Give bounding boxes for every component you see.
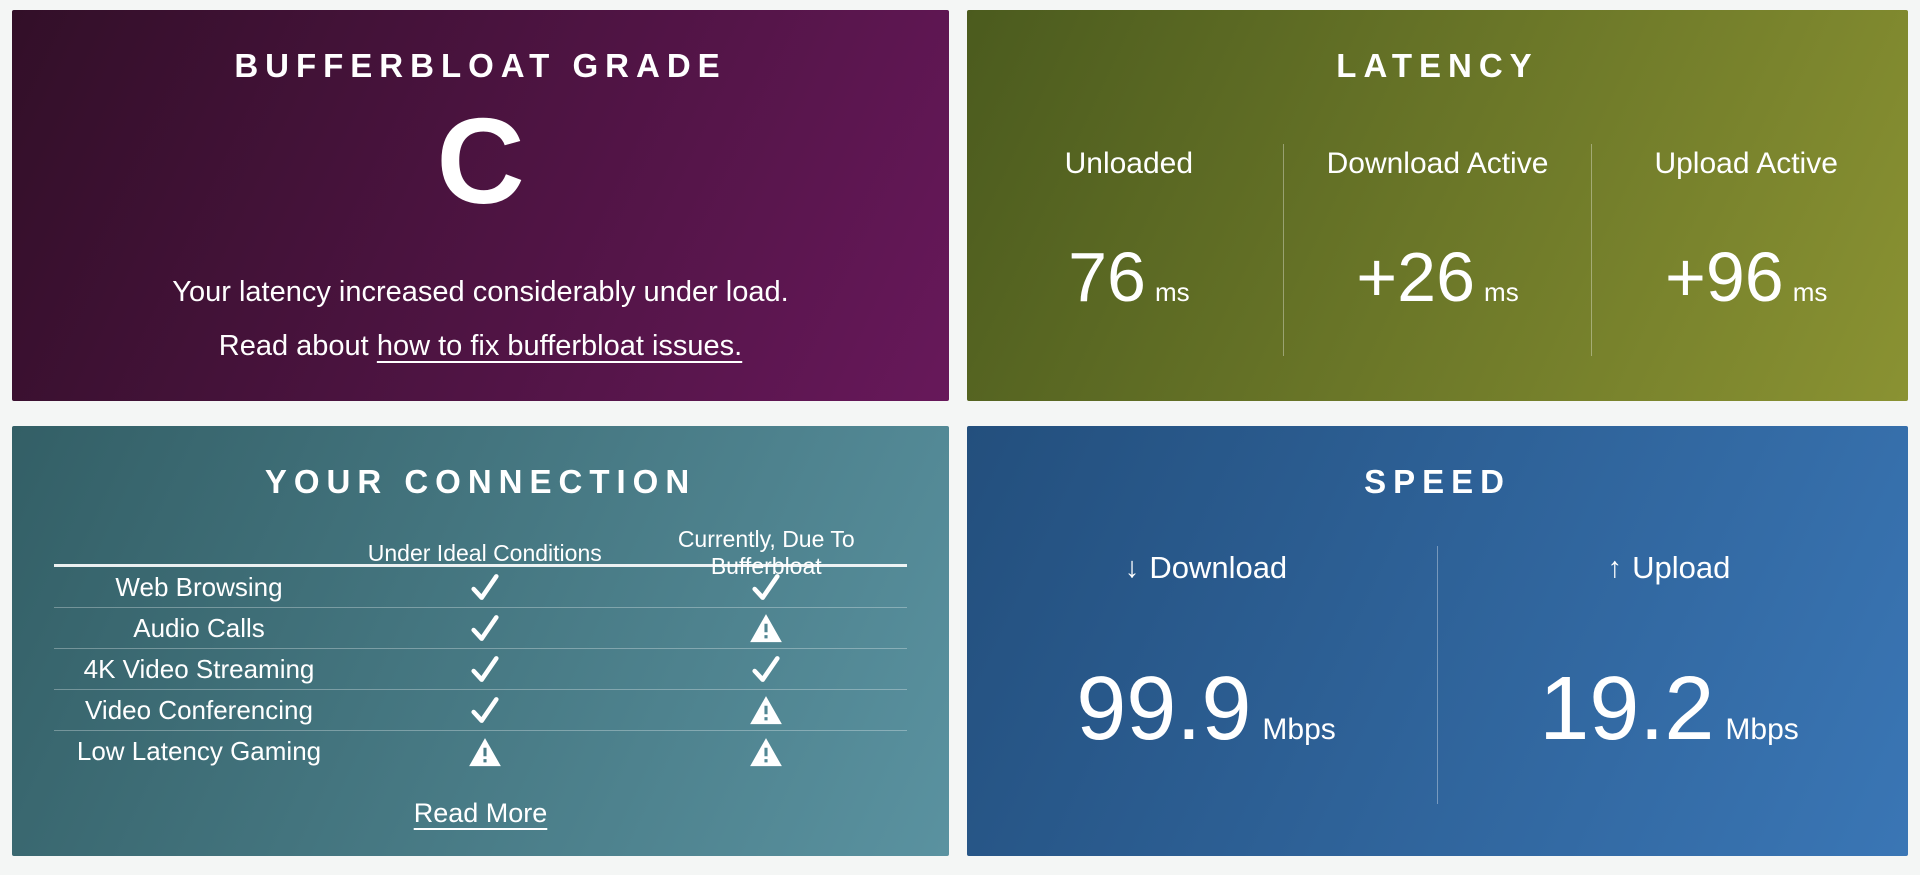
download-header: ↓ Download: [1125, 546, 1287, 590]
speed-divider: [1437, 546, 1438, 804]
upload-value-row: 19.2 Mbps: [1539, 662, 1799, 756]
currently-bufferbloat-header: Currently, Due To Bufferbloat: [677, 526, 855, 579]
read-more-link[interactable]: Read More: [413, 798, 548, 828]
connection-table-header: Under Ideal Conditions Currently, Due To…: [54, 526, 907, 579]
latency-col-download-active: Download Active +26 ms: [1284, 144, 1592, 356]
grade-description: Your latency increased considerably unde…: [172, 276, 789, 308]
check-icon: [626, 571, 907, 603]
unloaded-unit: ms: [1154, 277, 1190, 307]
row-label: Video Conferencing: [85, 694, 313, 725]
speed-col-download: ↓ Download 99.9 Mbps: [975, 546, 1437, 804]
upload-active-unit: ms: [1792, 277, 1828, 307]
upload-arrow-icon: ↑: [1607, 552, 1623, 584]
table-row: Video Conferencing: [54, 690, 907, 731]
download-arrow-icon: ↓: [1124, 552, 1140, 584]
unloaded-value: 76: [1068, 238, 1146, 316]
ideal-conditions-header: Under Ideal Conditions: [367, 539, 602, 566]
upload-speed-value: 19.2: [1539, 659, 1715, 759]
grade-card-title: BUFFERBLOAT GRADE: [234, 47, 727, 84]
download-active-label: Download Active: [1326, 147, 1549, 180]
your-connection-card: YOUR CONNECTION Under Ideal Conditions C…: [12, 426, 949, 856]
table-row: Web Browsing: [54, 567, 907, 608]
grade-read-line: Read about how to fix bufferbloat issues.: [12, 326, 949, 366]
unloaded-value-row: 76 ms: [1068, 240, 1190, 314]
download-speed-unit: Mbps: [1262, 713, 1336, 746]
warning-icon: [344, 736, 625, 768]
speed-card-title: SPEED: [1364, 463, 1511, 500]
speed-card: SPEED ↓ Download 99.9 Mbps ↑ U: [967, 426, 1908, 856]
results-grid: BUFFERBLOAT GRADE C Your latency increas…: [12, 10, 1908, 856]
latency-card: LATENCY Unloaded 76 ms Download Active +…: [967, 10, 1908, 401]
check-icon: [344, 612, 625, 644]
row-label: 4K Video Streaming: [83, 653, 315, 684]
unloaded-label: Unloaded: [1064, 147, 1194, 180]
upload-active-value-row: +96 ms: [1665, 240, 1827, 314]
connection-card-title: YOUR CONNECTION: [264, 463, 697, 500]
download-active-unit: ms: [1484, 277, 1519, 307]
row-label: Low Latency Gaming: [76, 736, 322, 766]
row-label: Audio Calls: [133, 612, 265, 643]
upload-header: ↑ Upload: [1608, 546, 1731, 590]
download-active-value: +26: [1356, 238, 1476, 316]
header-divider-line: [54, 564, 907, 567]
warning-icon: [626, 736, 907, 768]
row-label: Web Browsing: [115, 571, 283, 602]
download-label: Download: [1149, 550, 1288, 585]
read-more-line: Read More: [12, 796, 949, 830]
connection-table: Under Ideal Conditions Currently, Due To…: [54, 526, 907, 772]
download-value-row: 99.9 Mbps: [1076, 662, 1336, 756]
read-about-text: Read about: [218, 330, 369, 362]
upload-active-label: Upload Active: [1654, 147, 1838, 180]
upload-speed-unit: Mbps: [1725, 713, 1799, 746]
latency-divider-2: [1591, 144, 1593, 356]
grade-letter: C: [436, 93, 525, 229]
speed-columns: ↓ Download 99.9 Mbps ↑ Upload 19.2: [967, 546, 1908, 804]
check-icon: [344, 694, 625, 726]
table-row: Audio Calls: [54, 608, 907, 649]
warning-icon: [626, 694, 907, 726]
download-speed-value: 99.9: [1076, 659, 1252, 759]
check-icon: [626, 653, 907, 685]
upload-active-value: +96: [1664, 238, 1784, 316]
fix-bufferbloat-link[interactable]: how to fix bufferbloat issues.: [376, 330, 743, 362]
warning-icon: [626, 612, 907, 644]
check-icon: [344, 571, 625, 603]
download-active-value-row: +26 ms: [1356, 240, 1518, 314]
table-row: 4K Video Streaming: [54, 649, 907, 690]
check-icon: [344, 653, 625, 685]
latency-col-upload-active: Upload Active +96 ms: [1592, 144, 1900, 356]
latency-col-unloaded: Unloaded 76 ms: [975, 144, 1283, 356]
speed-col-upload: ↑ Upload 19.2 Mbps: [1438, 546, 1900, 804]
latency-card-title: LATENCY: [1336, 47, 1539, 84]
latency-columns: Unloaded 76 ms Download Active +26 ms: [967, 144, 1908, 356]
table-row: Low Latency Gaming: [54, 731, 907, 772]
upload-label: Upload: [1632, 550, 1731, 585]
latency-divider-1: [1282, 144, 1284, 356]
bufferbloat-grade-card: BUFFERBLOAT GRADE C Your latency increas…: [12, 10, 949, 401]
